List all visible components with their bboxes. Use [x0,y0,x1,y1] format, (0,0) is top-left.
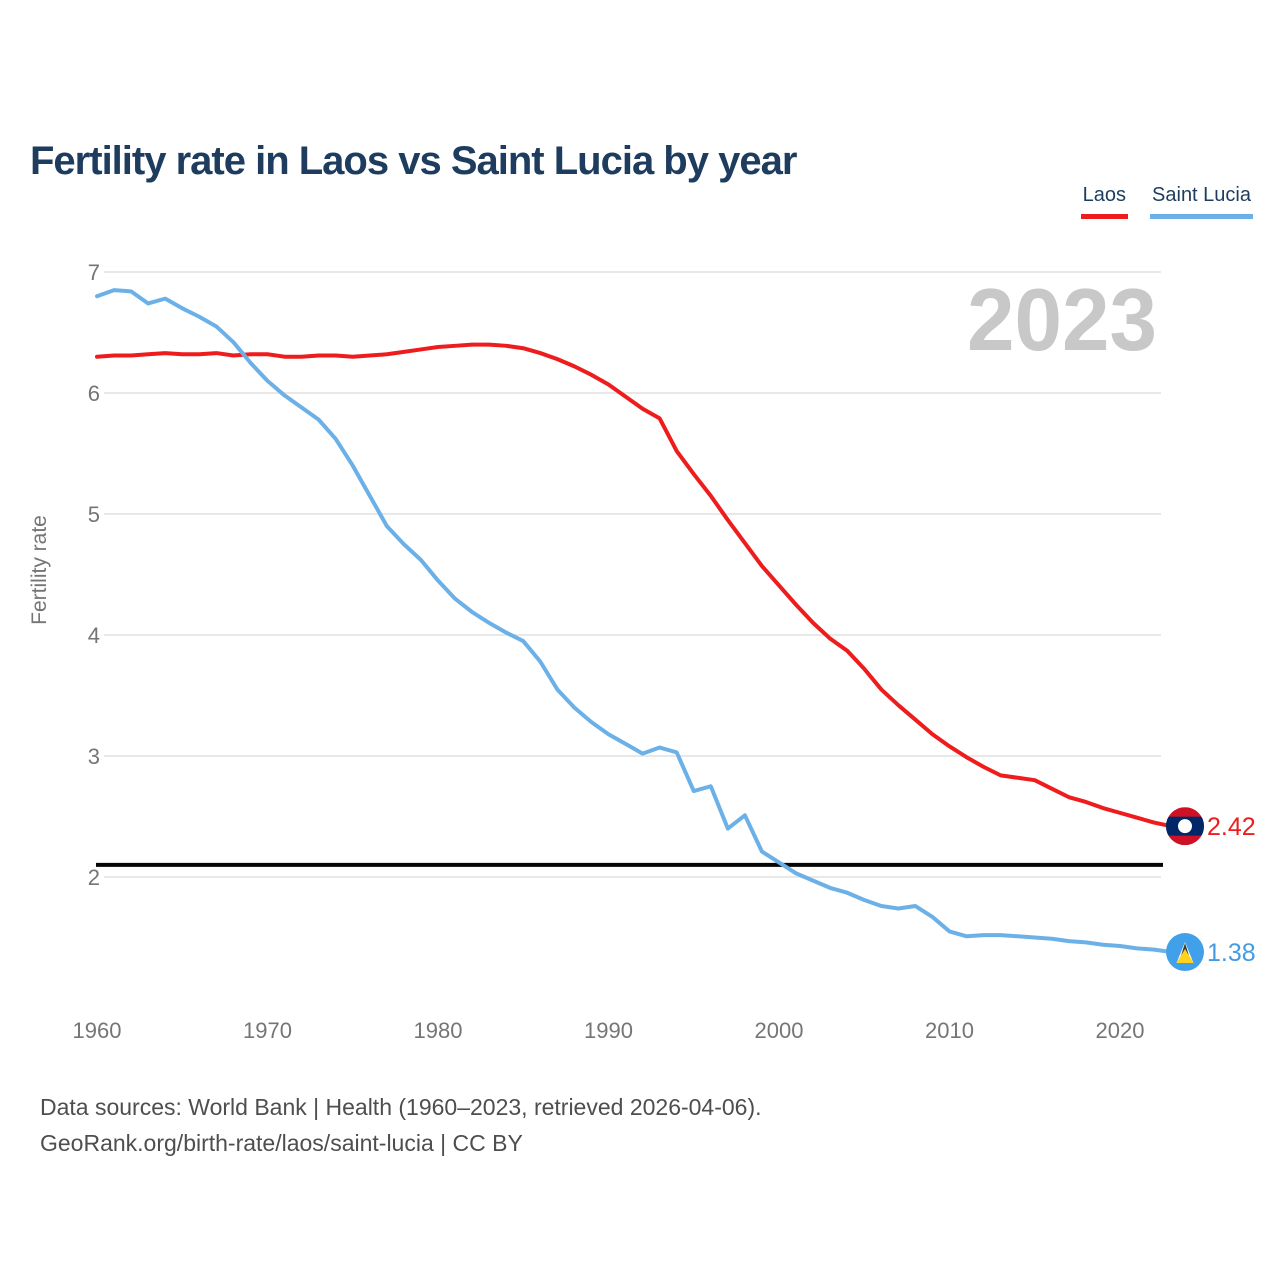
x-tick-label: 1960 [73,1018,122,1043]
x-tick-label: 1970 [243,1018,292,1043]
watermark-year: 2023 [967,270,1157,369]
legend: Laos Saint Lucia [1080,184,1253,219]
legend-item-saint-lucia[interactable]: Saint Lucia [1150,184,1253,219]
saint-lucia-end-value: 1.38 [1207,939,1256,967]
source-footer: Data sources: World Bank | Health (1960–… [40,1089,762,1161]
x-tick-label: 2020 [1096,1018,1145,1043]
y-tick-label: 2 [88,865,100,890]
y-tick-label: 4 [88,623,100,648]
saint-lucia-series-line[interactable] [95,288,1187,955]
x-tick-label: 1980 [414,1018,463,1043]
gridlines [104,271,1161,878]
laos-flag-marker[interactable] [1166,807,1204,846]
legend-label-laos: Laos [1082,184,1127,206]
x-tick-label: 1990 [584,1018,633,1043]
y-axis-title: Fertility rate [28,515,51,625]
saint-lucia-flag-icon [1166,933,1204,972]
legend-item-laos[interactable]: Laos [1080,184,1129,219]
saint-lucia-flag-marker[interactable] [1166,933,1204,972]
y-axis-tick-labels: 7 6 5 4 3 2 [88,260,100,890]
x-tick-label: 2010 [925,1018,974,1043]
attribution-line: GeoRank.org/birth-rate/laos/saint-lucia … [40,1130,523,1156]
y-tick-label: 6 [88,381,100,406]
x-tick-label: 2000 [755,1018,804,1043]
y-tick-label: 3 [88,744,100,769]
laos-series-line[interactable] [95,342,1187,829]
page-title: Fertility rate in Laos vs Saint Lucia by… [30,138,797,183]
laos-end-value: 2.42 [1207,813,1256,841]
y-tick-label: 5 [88,502,100,527]
laos-flag-icon [1166,807,1204,846]
x-axis-tick-labels: 1960 1970 1980 1990 2000 2010 2020 [73,1018,1145,1043]
y-tick-label: 7 [88,260,100,285]
legend-label-saint-lucia: Saint Lucia [1152,184,1251,206]
source-line: Data sources: World Bank | Health (1960–… [40,1094,762,1120]
